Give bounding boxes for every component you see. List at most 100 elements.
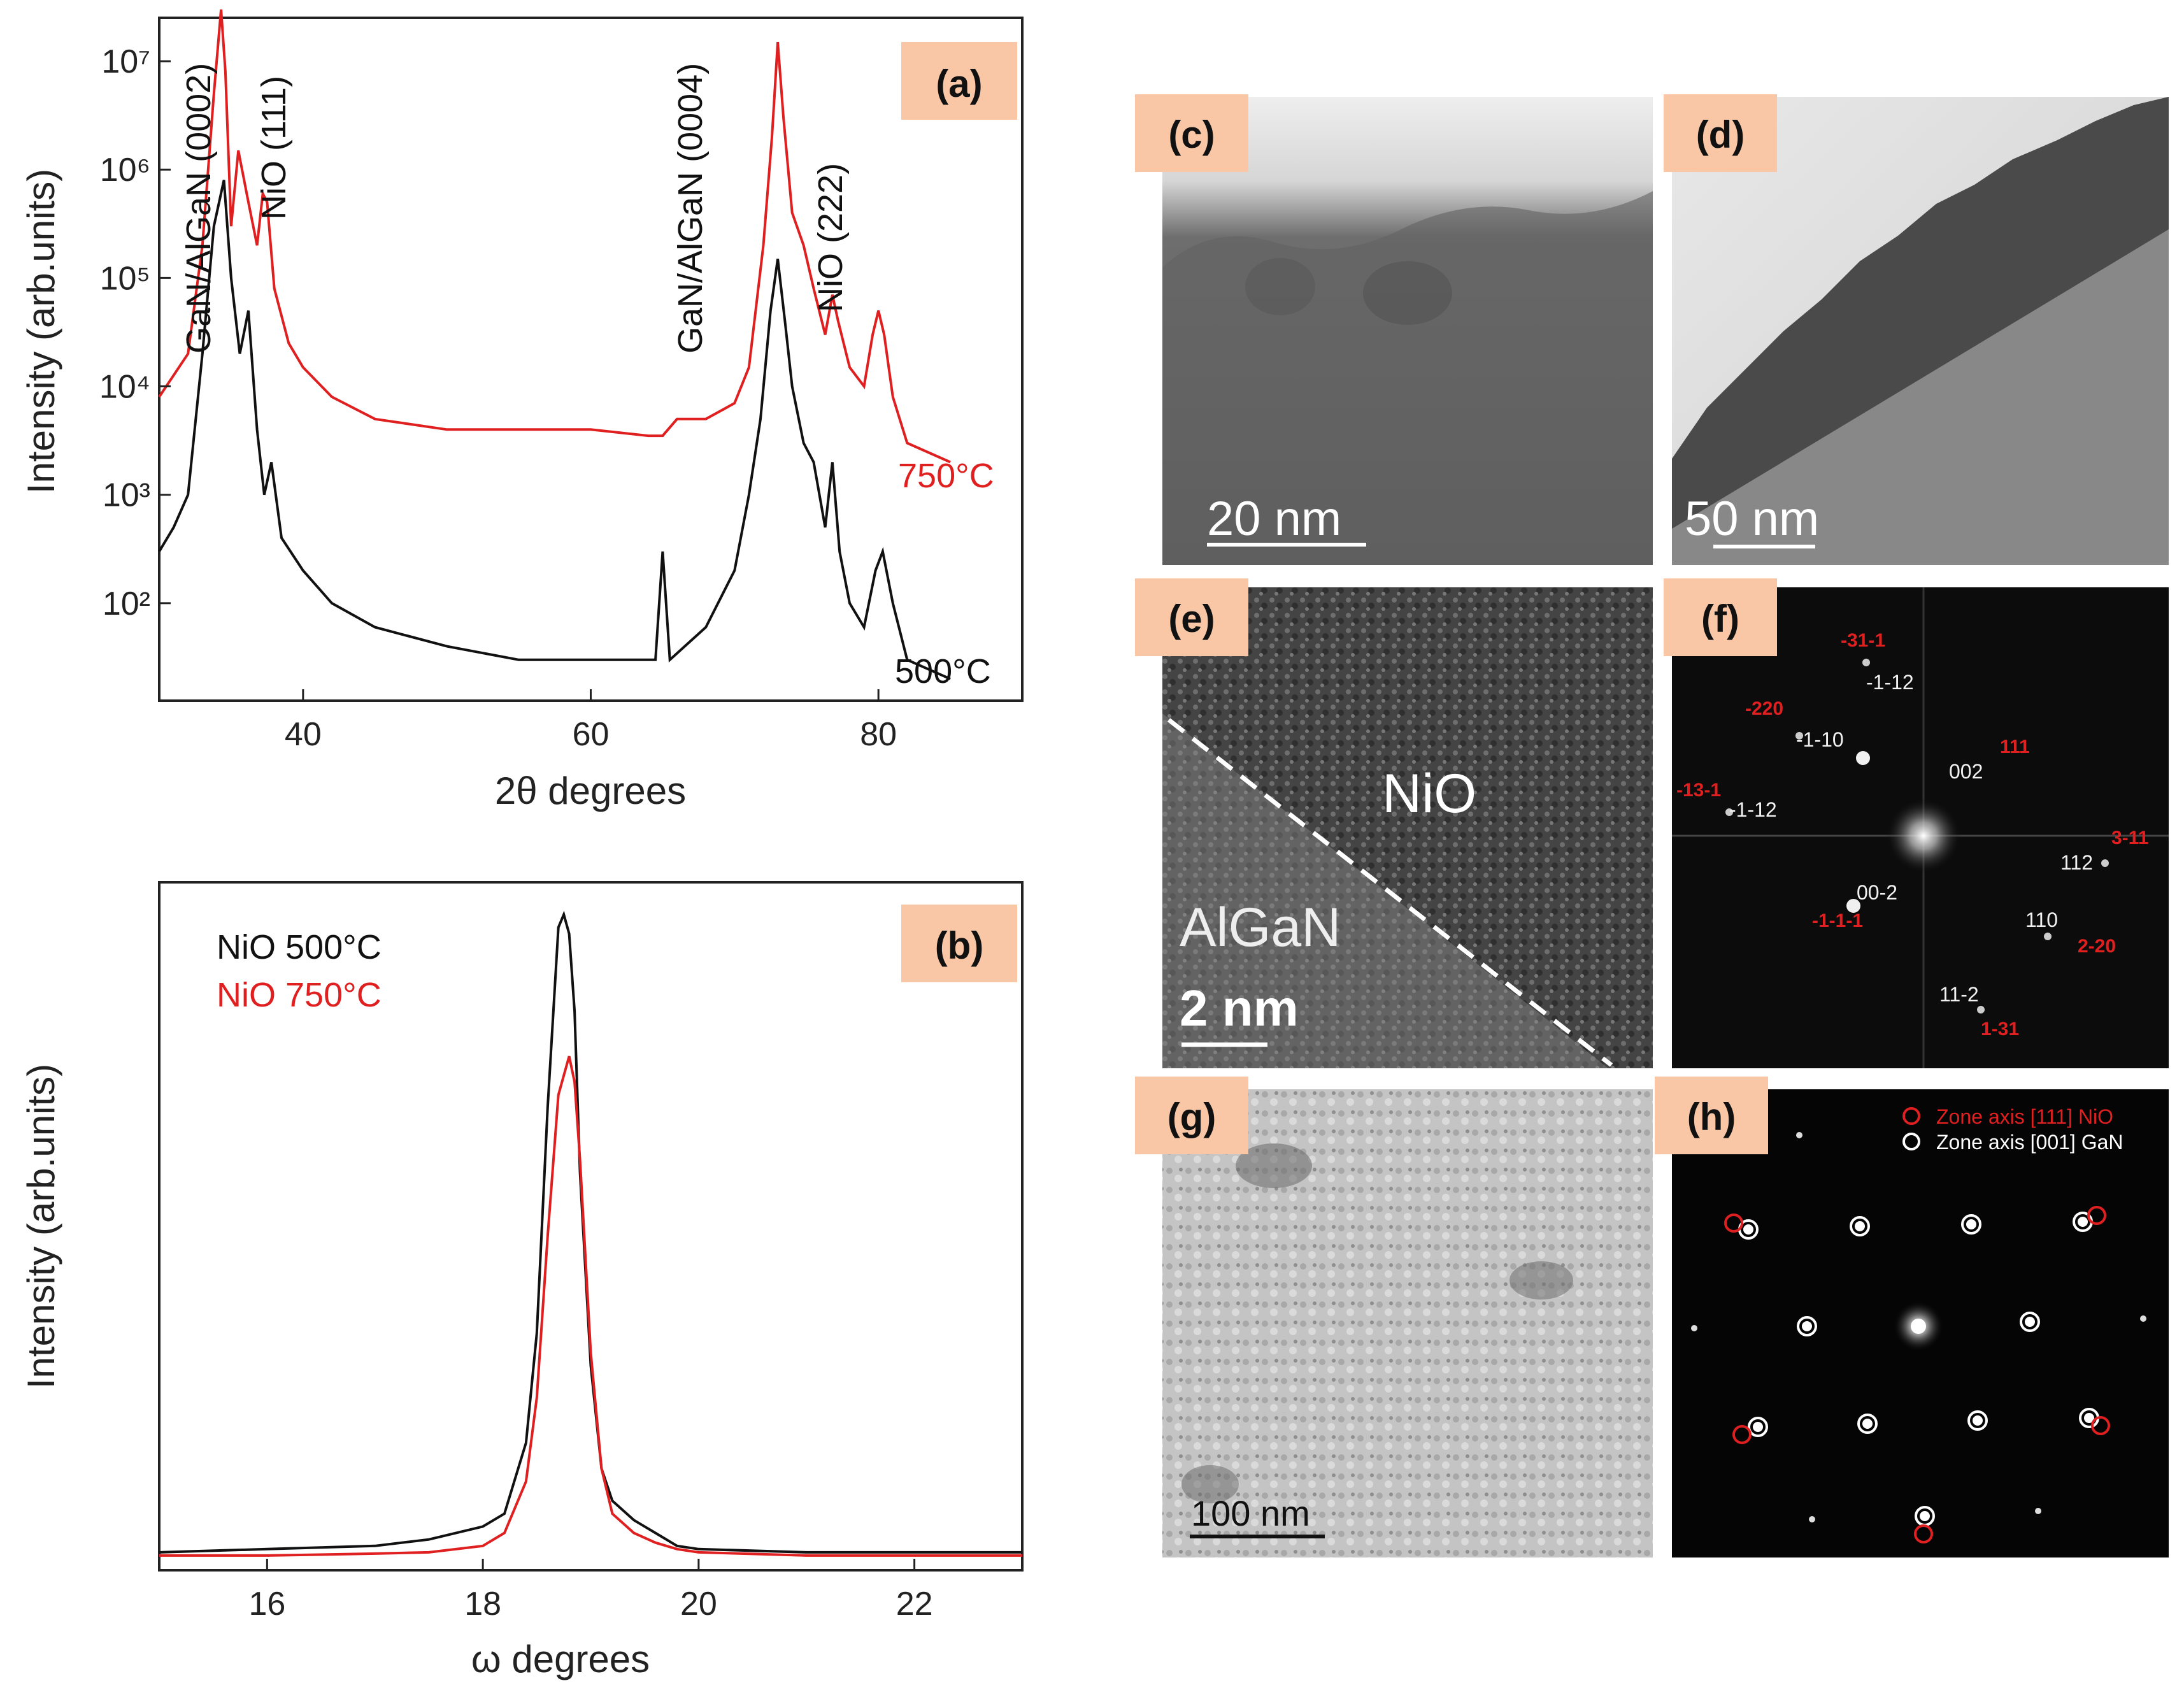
saed-spot xyxy=(1855,1221,1865,1231)
saed-ring-gan xyxy=(1857,1414,1878,1434)
fft-center-spot xyxy=(1885,798,1962,874)
panel-tag-g-bg xyxy=(1135,1077,1248,1154)
legend-nio-750c: NiO 750°C xyxy=(217,976,382,1014)
x-tick-label: 80 xyxy=(860,716,897,753)
saed-ring-gan xyxy=(1961,1214,1981,1235)
panel-tag-b-bg xyxy=(901,905,1017,982)
series-line-nio-750c xyxy=(159,1056,1022,1557)
saed-spot xyxy=(1802,1321,1812,1331)
panel-a-xrd-chart: 40 60 80 10² 10³ 10⁴ 10⁵ 10⁶ 10⁷ 2θ degrees Int… xyxy=(20,9,1024,812)
panel-tag-a-bg xyxy=(901,42,1017,120)
fft-index-red: 3-11 xyxy=(2111,827,2148,848)
x-tick-label: 22 xyxy=(896,1586,933,1622)
panel-g-tem-image: 100 nm (g) xyxy=(1135,1077,1653,1557)
panel-a-x-ticks: 40 60 80 xyxy=(285,689,897,753)
saed-ring-nio xyxy=(2091,1416,2110,1435)
x-tick-label: 18 xyxy=(464,1586,501,1622)
fft-spot xyxy=(1846,899,1860,913)
series-label-500c: 500°C xyxy=(895,652,991,691)
legend-marker-gan xyxy=(1902,1133,1920,1150)
saed-spot xyxy=(1920,1511,1930,1521)
fft-index-white: 110 xyxy=(2025,908,2058,931)
series-line-500c xyxy=(158,180,951,680)
panel-tag-c-bg xyxy=(1135,94,1248,172)
fft-index-white: 11-2 xyxy=(1939,983,1979,1006)
saed-spot-group xyxy=(1691,1132,2146,1543)
saed-ring-nio xyxy=(2087,1206,2106,1225)
saed-faint-spot xyxy=(1809,1516,1815,1522)
panel-b-x-ticks: 16 18 20 22 xyxy=(248,1559,933,1622)
panel-b-plot-frame xyxy=(158,881,1024,1572)
hrtem-shade-e xyxy=(1162,587,1653,1068)
saed-faint-spot xyxy=(1691,1325,1697,1331)
x-tick-label: 16 xyxy=(248,1586,285,1622)
saed-faint-spot xyxy=(1796,1132,1802,1138)
fft-spot xyxy=(2044,933,2052,940)
scale-bar-c-text: 20 nm xyxy=(1207,492,1341,546)
saed-ring-gan xyxy=(1967,1410,1988,1431)
label-algan-e: AlGaN xyxy=(1180,897,1341,958)
tem-grain-c2 xyxy=(1363,261,1452,325)
legend-text-nio: Zone axis [111] NiO xyxy=(1936,1105,2113,1128)
saed-spot xyxy=(1753,1422,1763,1432)
peak-label-gan-0004: GaN/AlGaN (0004) xyxy=(671,63,710,354)
panel-tag-b: (b) xyxy=(935,924,984,967)
panel-a-y-axis-label: Intensity (arb.units) xyxy=(20,169,62,494)
saed-ring-gan xyxy=(1850,1216,1870,1236)
y-tick-label: 10⁵ xyxy=(100,260,150,297)
fft-index-red: 1-31 xyxy=(1981,1019,2019,1040)
y-tick-label: 10² xyxy=(103,585,150,622)
peak-label-nio-222: NiO (222) xyxy=(811,163,850,312)
panel-tag-a: (a) xyxy=(936,62,982,105)
panel-tag-d: (d) xyxy=(1696,113,1745,156)
legend-text-gan: Zone axis [001] GaN xyxy=(1936,1131,2123,1154)
saed-spot xyxy=(2084,1413,2094,1423)
panel-tag-c: (c) xyxy=(1168,113,1215,156)
panel-f-fft-pattern: -31-1 -1-12 -220 -1-10 111 002 -13-1 -1-… xyxy=(1664,578,2169,1068)
fft-spot xyxy=(1725,808,1733,816)
saed-ring-nio xyxy=(1724,1214,1743,1233)
saed-ring-nio xyxy=(1732,1425,1752,1444)
panel-tag-d-bg xyxy=(1664,94,1777,172)
panel-tag-f-bg xyxy=(1664,578,1777,656)
fft-index-white: -1-12 xyxy=(1866,671,1914,694)
saed-faint-spot xyxy=(2140,1315,2146,1322)
panel-tag-g: (g) xyxy=(1167,1096,1217,1138)
panel-b-y-axis-label: Intensity (arb.units) xyxy=(20,1064,62,1389)
saed-ring-gan xyxy=(2020,1312,2040,1332)
fft-index-red: -1-1-1 xyxy=(1812,910,1863,931)
y-tick-label: 10³ xyxy=(103,477,150,514)
y-tick-label: 10⁷ xyxy=(101,43,150,80)
fft-index-red: -31-1 xyxy=(1841,630,1885,651)
panel-a-series-group xyxy=(158,9,951,680)
label-nio-e: NiO xyxy=(1382,763,1476,824)
saed-ring-nio xyxy=(1914,1524,1933,1543)
fft-spot xyxy=(2101,859,2109,867)
fft-index-red: 111 xyxy=(2000,736,2030,757)
fft-spot xyxy=(1795,732,1803,740)
tem-feature-g xyxy=(1510,1261,1573,1300)
scale-bar-d-text: 50 nm xyxy=(1685,492,1819,546)
fft-spot xyxy=(1856,751,1870,765)
fft-index-red: -13-1 xyxy=(1676,780,1721,801)
panel-c-tem-image: 20 nm (c) xyxy=(1135,94,1653,565)
panel-d-tem-image: 50 nm (d) xyxy=(1664,94,2169,565)
panel-b-rocking-curve: 16 18 20 22 ω degrees Intensity (arb.units)… xyxy=(20,881,1024,1680)
series-label-750c: 750°C xyxy=(898,457,994,495)
tem-grain-c1 xyxy=(1245,258,1315,315)
legend-marker-nio xyxy=(1902,1107,1920,1125)
fft-index-white: 112 xyxy=(2060,851,2093,874)
fft-spot xyxy=(1977,1006,1985,1013)
scale-bar-e-text: 2 nm xyxy=(1180,980,1299,1036)
fft-index-red: -220 xyxy=(1745,698,1783,719)
panel-tag-e: (e) xyxy=(1168,598,1215,640)
panel-tag-f: (f) xyxy=(1701,598,1739,640)
fft-index-red: 2-20 xyxy=(2078,936,2116,957)
peak-label-gan-0002: GaN/AlGaN (0002) xyxy=(180,63,218,354)
panel-h-saed-pattern: Zone axis [111] NiO Zone axis [001] GaN … xyxy=(1655,1077,2169,1557)
saed-spot xyxy=(1862,1419,1873,1429)
y-tick-label: 10⁴ xyxy=(99,369,150,406)
x-tick-label: 20 xyxy=(680,1586,717,1622)
series-line-750c xyxy=(158,9,951,464)
